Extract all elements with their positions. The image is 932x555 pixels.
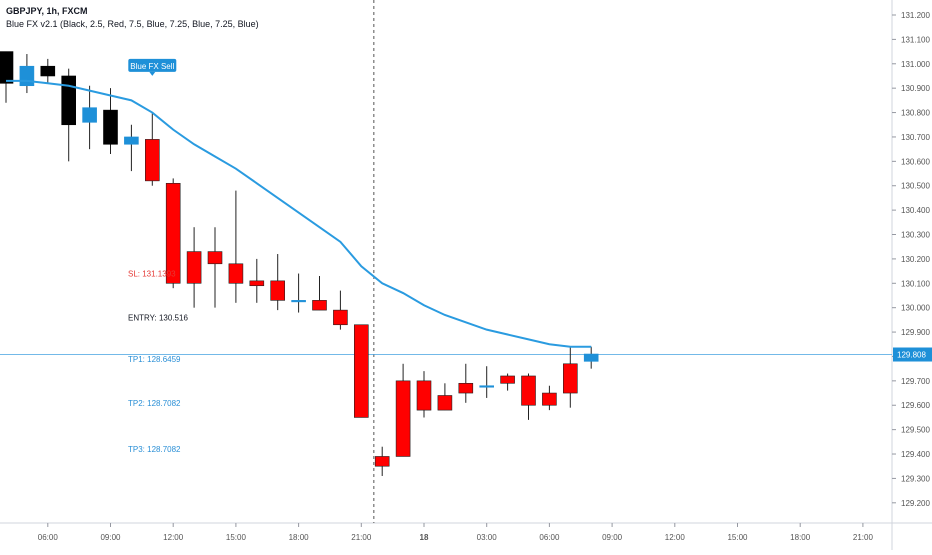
moving-average-line [6,79,592,348]
level-label-tp: TP2: 128.7082 [128,399,181,408]
x-tick-label: 21:00 [853,533,874,542]
candle-body [249,280,265,287]
signal-label: Blue FX Sell [130,62,174,71]
candle-body [165,182,181,284]
y-tick-label: 129.900 [901,328,930,337]
candle-body [353,324,369,418]
candle-body [583,353,599,362]
x-tick-label: 06:00 [38,533,59,542]
candle-body [124,136,139,145]
level-label-tp: TP1: 128.6459 [128,355,181,364]
candle-body [333,309,348,326]
y-tick-label: 130.000 [901,304,930,313]
x-tick-label: 06:00 [539,533,560,542]
x-tick-label: 15:00 [727,533,748,542]
y-tick-label: 129.200 [901,499,930,508]
candle-body [40,65,56,77]
candle-body [207,251,223,265]
candle-body [145,139,160,182]
signal-badge [128,58,177,72]
candle-body [186,251,202,284]
y-tick-label: 130.700 [901,133,930,142]
x-tick-label: 09:00 [100,533,121,542]
y-tick-label: 129.400 [901,450,930,459]
candle-body [521,375,536,406]
current-price-label: 129.808 [897,351,926,360]
x-tick-label: 12:00 [163,533,184,542]
indicator-legend: Blue FX v2.1 (Black, 2.5, Red, 7.5, Blue… [6,19,259,29]
y-tick-label: 129.300 [901,474,930,483]
candle-body [19,65,35,87]
y-tick-label: 129.700 [901,377,930,386]
x-tick-label: 03:00 [477,533,498,542]
y-tick-label: 130.400 [901,206,930,215]
level-label-tp: TP3: 128.7082 [128,445,181,454]
candle-body [103,109,118,145]
candle-body [0,51,14,84]
candle-body [416,380,432,411]
x-tick-label: 18:00 [790,533,811,542]
x-tick-label: 15:00 [226,533,247,542]
y-tick-label: 130.100 [901,279,930,288]
y-tick-label: 129.600 [901,401,930,410]
candle-body [291,300,306,303]
level-label-entry: ENTRY: 130.516 [128,313,188,322]
candle-body [61,75,77,126]
x-tick-label: 09:00 [602,533,623,542]
candle-body [228,263,244,284]
candle-body [395,380,411,457]
symbol-title: GBPJPY, 1h, FXCM [6,6,88,16]
y-tick-label: 130.600 [901,157,930,166]
y-tick-label: 129.500 [901,426,930,435]
chart-header: GBPJPY, 1h, FXCM Blue FX v2.1 (Black, 2.… [6,5,259,31]
y-tick-label: 130.500 [901,182,930,191]
signal-pointer [149,71,156,76]
y-tick-label: 131.000 [901,60,930,69]
candle-body [562,363,578,394]
candle-body [479,385,495,388]
candle-body [500,375,515,384]
y-tick-label: 130.300 [901,231,930,240]
candle-body [270,280,286,301]
candle-body [542,392,557,406]
y-tick-label: 131.200 [901,11,930,20]
y-tick-label: 130.900 [901,84,930,93]
candle-body [437,395,453,411]
x-tick-label: 21:00 [351,533,372,542]
y-tick-label: 130.800 [901,109,930,118]
y-tick-label: 130.200 [901,255,930,264]
candle-body [458,382,474,394]
current-price-badge [893,347,932,362]
level-label-sl: SL: 131.1393 [128,270,176,279]
x-tick-label: 18:00 [289,533,310,542]
candle-body [82,107,97,123]
x-tick-label: 18 [420,533,429,542]
y-tick-label: 131.100 [901,35,930,44]
candle-body [312,300,327,311]
x-tick-label: 12:00 [665,533,686,542]
candle-body [374,456,390,467]
